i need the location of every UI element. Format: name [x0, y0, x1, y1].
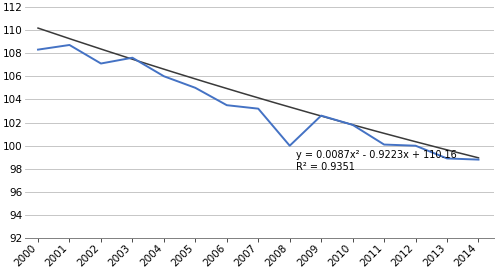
Text: y = 0.0087x² - 0.9223x + 110.16
R² = 0.9351: y = 0.0087x² - 0.9223x + 110.16 R² = 0.9… [296, 150, 457, 172]
